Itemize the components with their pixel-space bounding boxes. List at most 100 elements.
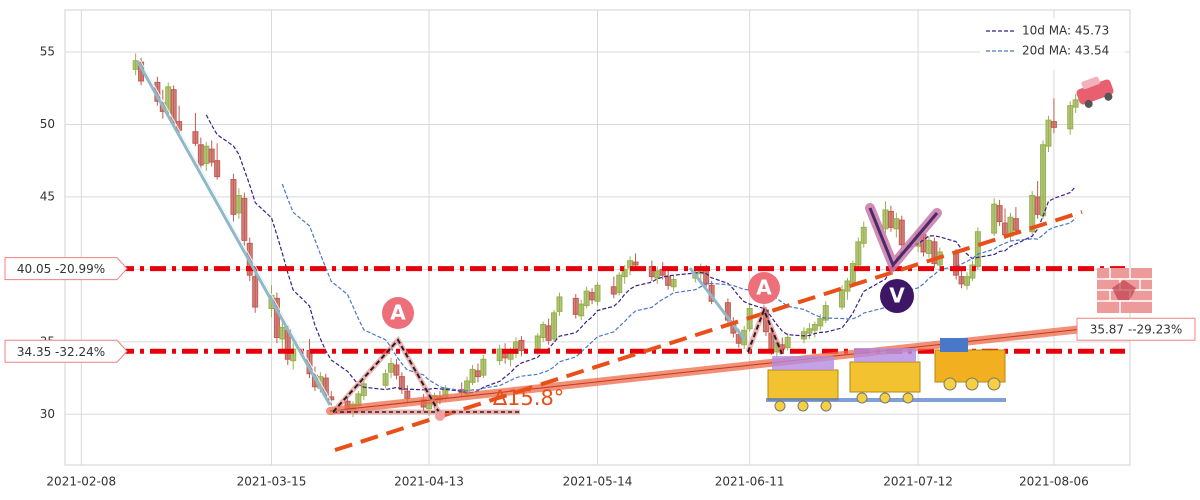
- channel-line: [334, 210, 1083, 452]
- candle-body: [594, 284, 601, 302]
- pattern-shape: [747, 307, 783, 355]
- pattern-letter: A: [390, 301, 406, 325]
- candle-body: [388, 363, 395, 373]
- candle-body: [610, 286, 617, 295]
- candle-body: [893, 218, 900, 230]
- candle-body: [197, 144, 204, 166]
- candle-body: [963, 276, 970, 286]
- candle-body: [382, 373, 389, 386]
- legend-box: [980, 18, 1125, 70]
- overlay: A A V ∆15.8°: [136, 59, 1152, 452]
- candle-body: [953, 252, 960, 276]
- level-label: 40.05 -20.99%: [17, 262, 105, 276]
- train-wheel: [879, 392, 891, 404]
- candle-body: [670, 279, 677, 288]
- guide-line: [688, 267, 747, 341]
- candle-body: [1045, 119, 1052, 147]
- train-cargo: [854, 348, 916, 362]
- candle-body: [621, 268, 628, 278]
- pattern-shape: [868, 207, 939, 268]
- candle-body: [849, 263, 856, 283]
- car-body: [1076, 79, 1114, 105]
- candle-body: [1012, 218, 1019, 231]
- grid-layer: 3035404550552021-02-082021-03-152021-04-…: [40, 9, 1131, 489]
- candle-body: [958, 276, 965, 285]
- car-roof: [1081, 76, 1100, 90]
- candle-body: [616, 274, 623, 294]
- x-tick-label: 2021-04-13: [394, 475, 464, 489]
- pattern-letter: A: [756, 276, 772, 300]
- wall-icon: [1097, 268, 1152, 313]
- y-tick-label: 30: [40, 407, 55, 421]
- candle-body: [540, 323, 547, 338]
- candle-body: [806, 328, 813, 334]
- level-label-box: [4, 257, 128, 281]
- train-wheel: [965, 377, 979, 391]
- car-wheel: [1104, 92, 1113, 101]
- pattern-letter: V: [889, 284, 905, 308]
- y-tick-label: 55: [40, 45, 55, 59]
- pattern-badge: [880, 279, 914, 313]
- x-tick-label: 2021-02-08: [46, 475, 116, 489]
- candle-body: [898, 219, 905, 246]
- candle-body: [583, 290, 590, 307]
- candle-body: [632, 261, 639, 266]
- legend-label: 20d MA: 43.54: [1022, 44, 1109, 58]
- legend-label: 10d MA: 45.73: [1022, 24, 1109, 38]
- candle-body: [192, 131, 199, 144]
- candle-body: [887, 210, 894, 228]
- car-icon: [1076, 76, 1114, 108]
- candle-body: [480, 358, 487, 376]
- candle-body: [817, 318, 824, 327]
- x-tick-label: 2021-06-11: [715, 475, 785, 489]
- candle-body: [474, 370, 481, 378]
- candle-body: [273, 297, 280, 338]
- train-wheel: [774, 400, 786, 412]
- x-tick-label: 2021-08-06: [1019, 475, 1089, 489]
- y-tick-label: 45: [40, 189, 55, 203]
- car-wheel: [1084, 99, 1093, 108]
- candle-body: [969, 264, 976, 279]
- candle-body: [703, 268, 710, 285]
- ma-line: [281, 183, 1077, 392]
- candle-body: [545, 325, 552, 341]
- candle-body: [822, 305, 829, 321]
- candle-body: [665, 276, 672, 286]
- candle-body: [1067, 105, 1074, 130]
- candle-body: [214, 160, 221, 178]
- level-label: 34.35 -32.24%: [17, 345, 105, 359]
- candle-body: [235, 194, 242, 214]
- candle-body: [203, 145, 210, 165]
- train-icon: [766, 338, 1006, 412]
- candle-body: [855, 241, 862, 266]
- candle-body: [252, 276, 259, 308]
- train-cargo: [772, 356, 834, 370]
- candle-body: [991, 203, 998, 234]
- candle-body: [572, 297, 579, 315]
- guide-line: [136, 61, 332, 406]
- candle-body: [241, 197, 248, 241]
- train-wheel: [797, 400, 809, 412]
- train-wheel: [943, 377, 957, 391]
- train-car: [849, 361, 921, 393]
- pattern-dot: [435, 411, 445, 421]
- candle-body: [974, 231, 981, 267]
- candle-body: [996, 205, 1003, 223]
- candle-body: [844, 280, 851, 292]
- candle-body: [165, 86, 172, 114]
- train-wheel: [987, 377, 1001, 391]
- pattern-badge: [748, 272, 780, 304]
- train-wheel: [902, 392, 914, 404]
- angle-label: ∆15.8°: [492, 386, 564, 410]
- candle-body: [589, 292, 596, 301]
- candle-body: [496, 348, 503, 362]
- candle-body: [132, 60, 139, 70]
- candle-body: [1050, 121, 1057, 128]
- candle-body: [1002, 222, 1009, 236]
- x-tick-label: 2021-07-12: [883, 475, 953, 489]
- pattern-shape: [332, 338, 441, 415]
- candle-body: [811, 323, 818, 331]
- candle-body: [925, 239, 932, 254]
